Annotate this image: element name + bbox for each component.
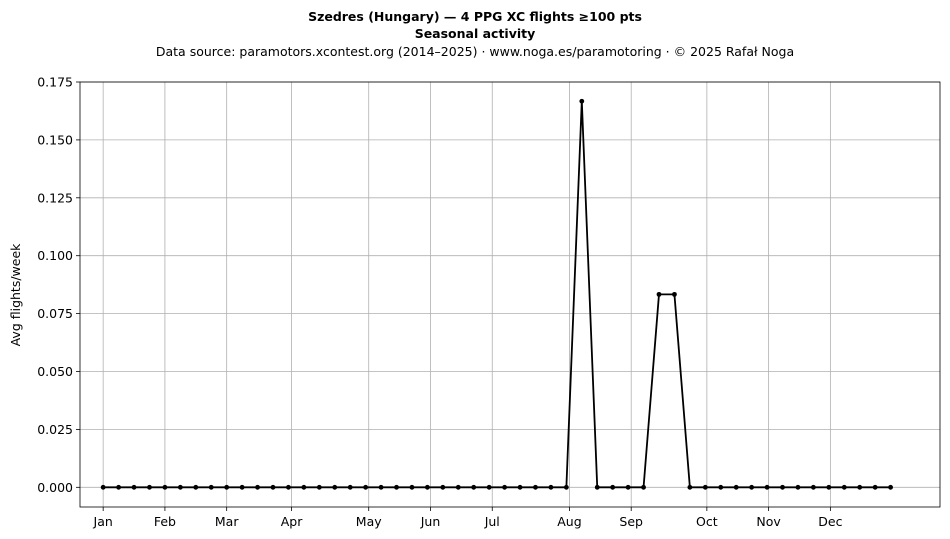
data-point <box>224 484 230 490</box>
x-tick-label: Nov <box>756 514 781 529</box>
y-tick-label: 0.050 <box>37 364 73 379</box>
data-point <box>718 484 724 490</box>
data-point <box>301 484 307 490</box>
data-point <box>625 484 631 490</box>
y-tick-label: 0.000 <box>37 480 73 495</box>
data-point <box>455 484 461 490</box>
data-point <box>100 484 106 490</box>
y-tick-label: 0.100 <box>37 248 73 263</box>
x-tick-label: Apr <box>281 514 303 529</box>
data-point <box>594 484 600 490</box>
data-point <box>672 291 677 297</box>
axes <box>76 81 941 511</box>
data-point <box>780 484 785 490</box>
x-tick-label: Oct <box>696 514 718 529</box>
data-point <box>764 484 770 490</box>
data-point <box>440 484 446 490</box>
plot-frame <box>79 81 941 508</box>
chart-subtitle: Data source: paramotors.xcontest.org (20… <box>156 44 794 59</box>
data-point <box>579 98 585 104</box>
data-point <box>193 484 199 490</box>
chart-title: Szedres (Hungary) — 4 PPG XC flights ≥10… <box>308 9 642 24</box>
data-point <box>687 484 693 490</box>
data-point <box>826 484 832 490</box>
data-point <box>563 484 569 490</box>
series-line <box>103 100 891 489</box>
data-point <box>486 484 492 490</box>
data-point <box>795 484 801 490</box>
data-point <box>857 484 863 490</box>
data-point <box>394 484 399 490</box>
y-tick-label: 0.175 <box>37 75 73 90</box>
y-tick-label: 0.075 <box>37 306 73 321</box>
y-tick-label: 0.150 <box>37 132 73 147</box>
y-tick-label: 0.125 <box>37 190 73 205</box>
data-point <box>841 484 847 490</box>
x-tick-label: Aug <box>557 514 581 529</box>
x-tick-label: Mar <box>215 514 239 529</box>
data-point <box>533 484 538 490</box>
data-point <box>517 484 523 490</box>
data-point <box>316 484 322 490</box>
data-point <box>239 484 245 490</box>
x-tick-label: Feb <box>154 514 176 529</box>
data-point <box>177 484 183 490</box>
data-point <box>147 484 152 490</box>
data-point <box>424 484 430 490</box>
data-point <box>471 484 477 490</box>
data-point <box>131 484 137 490</box>
x-tick-label: Jan <box>93 514 113 529</box>
data-point <box>270 484 276 490</box>
series <box>100 98 893 490</box>
tick-labels: 0.000 0.025 0.050 0.075 0.100 0.125 0.150 0.175… <box>37 75 842 530</box>
data-point <box>872 484 878 490</box>
data-point <box>208 484 214 490</box>
data-point <box>378 484 384 490</box>
data-point <box>332 484 338 490</box>
x-tick-label: Jun <box>420 514 441 529</box>
data-point <box>610 484 616 490</box>
data-point <box>656 291 662 297</box>
x-tick-label: May <box>356 514 382 529</box>
data-point <box>286 484 291 490</box>
data-point <box>363 484 369 490</box>
y-tick-label: 0.025 <box>37 422 73 437</box>
grid <box>80 81 940 507</box>
data-point <box>733 484 739 490</box>
data-point <box>502 484 507 490</box>
data-point <box>347 484 353 490</box>
data-point <box>641 484 646 490</box>
data-point <box>888 484 893 490</box>
x-tick-label: Sep <box>619 514 643 529</box>
x-tick-label: Jul <box>484 514 500 529</box>
data-point <box>255 484 260 490</box>
chart-title-line2: Seasonal activity <box>415 26 536 41</box>
data-point <box>548 484 554 490</box>
data-point <box>116 484 121 490</box>
data-point <box>749 484 755 490</box>
data-point <box>702 484 708 490</box>
y-axis-label: Avg flights/week <box>8 243 23 347</box>
data-point <box>162 484 168 490</box>
x-tick-label: Dec <box>818 514 842 529</box>
data-point <box>409 484 415 490</box>
data-point <box>810 484 816 490</box>
